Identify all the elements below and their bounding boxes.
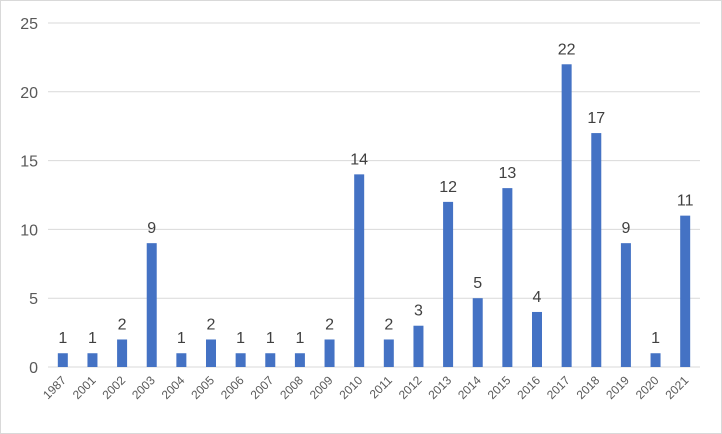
data-label-2019: 9 [621,220,630,237]
bar-2008 [294,353,305,367]
bar-2009 [324,339,335,367]
x-tick-label-2020: 2020 [633,373,662,402]
data-label-2011: 2 [384,316,393,333]
data-label-2016: 4 [533,289,542,306]
x-tick-label-2011: 2011 [367,373,395,401]
data-label-2014: 5 [473,275,482,292]
x-tick-label-2010: 2010 [337,373,366,402]
data-label-2002: 2 [118,316,127,333]
data-label-2018: 17 [587,110,605,127]
data-label-2020: 1 [651,330,660,347]
x-tick-label-2014: 2014 [455,373,484,402]
data-label-2013: 12 [439,179,457,196]
x-tick-label-2013: 2013 [425,373,454,402]
x-tick-label-2008: 2008 [277,373,306,402]
data-label-2006: 1 [236,330,245,347]
y-axis-ticks: 0 5 10 15 20 25 [20,16,38,377]
y-tick-label-5: 5 [29,291,38,308]
bar-2007 [265,353,276,367]
x-tick-label-2019: 2019 [603,373,632,402]
x-tick-label-2017: 2017 [544,373,573,402]
x-tick-label-2006: 2006 [218,373,247,402]
x-tick-label-2009: 2009 [307,373,336,402]
bar-2013 [443,201,454,367]
bar-2002 [117,339,128,367]
bar-2021 [680,215,691,367]
x-tick-label-2001: 2001 [70,373,99,402]
bar-2015 [502,188,513,367]
bar-2003 [146,243,157,367]
y-tick-label-10: 10 [20,222,38,239]
bar-2014 [472,298,483,367]
bar-2016 [532,311,542,367]
x-tick-label-2012: 2012 [396,373,425,402]
bar-2010 [354,174,365,367]
bar-2001 [87,353,98,367]
bar-2005 [206,339,216,367]
data-label-2021: 11 [677,193,694,210]
x-axis-ticks: 1987 2001 2002 2003 2004 2005 2006 2007 2008 2009… [40,373,691,402]
bar-2018 [591,133,602,367]
x-tick-label-2016: 2016 [514,373,543,402]
bar-2019 [620,243,631,367]
data-label-1987: 1 [58,330,67,347]
y-tick-label-15: 15 [20,154,38,171]
y-tick-label-20: 20 [20,85,38,102]
x-tick-label-2005: 2005 [188,373,217,402]
x-tick-label-2021: 2021 [663,373,692,402]
data-label-2017: 22 [558,41,576,58]
data-label-2009: 2 [325,316,334,333]
x-tick-label-1987: 1987 [40,373,69,402]
data-label-2012: 3 [414,303,423,320]
y-tick-label-0: 0 [29,360,38,377]
bar-2011 [383,339,394,367]
bars [57,64,691,367]
data-label-2003: 9 [147,220,156,237]
bar-2004 [176,353,187,367]
data-label-2007: 1 [266,330,275,347]
x-tick-label-2004: 2004 [159,373,188,402]
data-label-2008: 1 [295,330,304,347]
gridlines [48,22,700,368]
bar-1987 [57,353,68,367]
data-label-2010: 14 [350,151,368,168]
y-tick-label-25: 25 [20,16,38,33]
bar-2012 [413,325,424,367]
data-label-2015: 13 [498,165,516,182]
x-tick-label-2018: 2018 [574,373,603,402]
bar-2020 [650,353,661,367]
x-tick-label-2007: 2007 [248,373,277,402]
data-label-2001: 1 [88,330,97,347]
x-tick-label-2015: 2015 [485,373,514,402]
x-tick-label-2002: 2002 [99,373,128,402]
bar-2017 [561,64,572,367]
bar-2006 [235,353,246,367]
data-label-2004: 1 [177,330,186,347]
x-tick-label-2003: 2003 [129,373,158,402]
data-label-2005: 2 [207,316,216,333]
